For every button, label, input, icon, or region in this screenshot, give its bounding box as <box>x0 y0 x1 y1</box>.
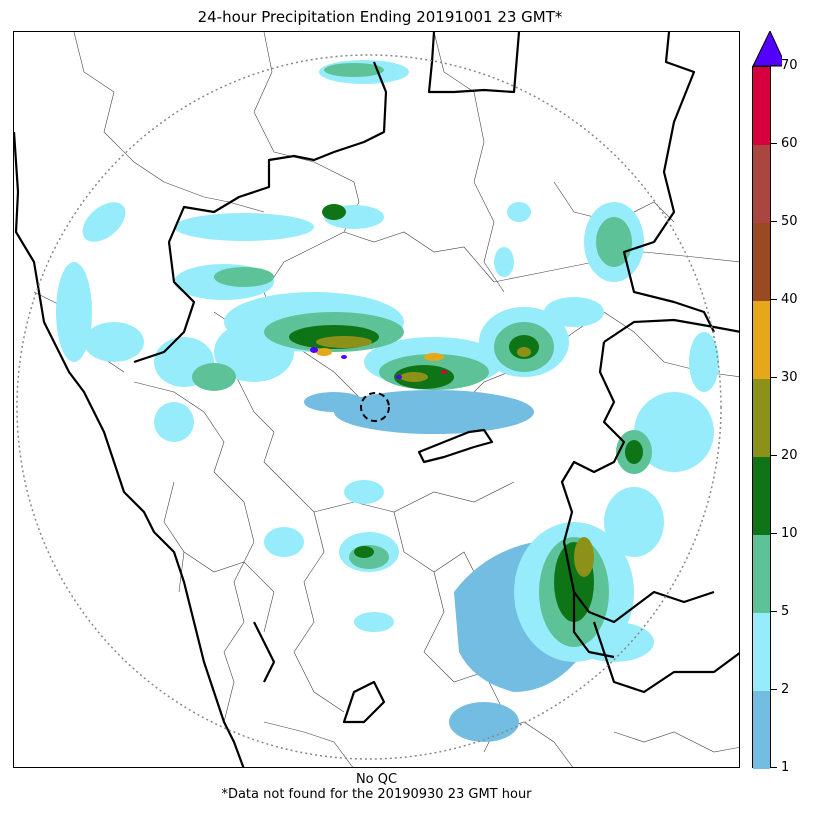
colorbar-tick-label: 60 <box>781 136 798 151</box>
coastline <box>14 131 245 767</box>
colorbar-extend-arrow <box>752 31 782 67</box>
range-ring <box>16 54 722 760</box>
colorbar-tick <box>771 221 777 222</box>
colorbar-segment <box>753 691 770 769</box>
colorbar-tick <box>771 377 777 378</box>
colorbar-tick <box>771 65 777 66</box>
colorbar-segment <box>753 223 770 301</box>
colorbar-tick <box>771 533 777 534</box>
colorbar-segment <box>753 145 770 223</box>
colorbar-tick <box>771 299 777 300</box>
colorbar-segment <box>753 67 770 145</box>
map-svg <box>14 32 739 767</box>
colorbar-tick-label: 50 <box>781 214 798 229</box>
chart-title: 24-hour Precipitation Ending 20191001 23… <box>197 8 563 26</box>
colorbar-tick-label: 20 <box>781 448 798 463</box>
radar-site-marker <box>360 392 390 422</box>
colorbar-tick-label: 30 <box>781 370 798 385</box>
colorbar-tick <box>771 767 777 768</box>
colorbar <box>752 66 771 769</box>
colorbar-tick <box>771 689 777 690</box>
footer-qc-label: No QC <box>355 772 398 787</box>
state-boundaries <box>133 32 739 724</box>
colorbar-tick-label: 40 <box>781 292 798 307</box>
colorbar-tick-label: 10 <box>781 526 798 541</box>
precipitation-map[interactable] <box>13 31 740 768</box>
colorbar-segment <box>753 535 770 613</box>
colorbar-tick-label: 70 <box>781 58 798 73</box>
colorbar-tick-label: 1 <box>781 760 790 775</box>
colorbar-tick-label: 5 <box>781 604 790 619</box>
precip-layer-5 <box>316 336 594 577</box>
colorbar-tick-label: 2 <box>781 682 790 697</box>
precip-layer-2 <box>56 60 719 662</box>
colorbar-segment <box>753 301 770 379</box>
colorbar-segment <box>753 613 770 691</box>
precip-layer-core <box>310 347 447 379</box>
footer-data-note: *Data not found for the 20190930 23 GMT … <box>221 787 532 802</box>
colorbar-tick <box>771 611 777 612</box>
colorbar-tick <box>771 455 777 456</box>
colorbar-segment <box>753 379 770 457</box>
colorbar-tick <box>771 143 777 144</box>
colorbar-segment <box>753 457 770 535</box>
